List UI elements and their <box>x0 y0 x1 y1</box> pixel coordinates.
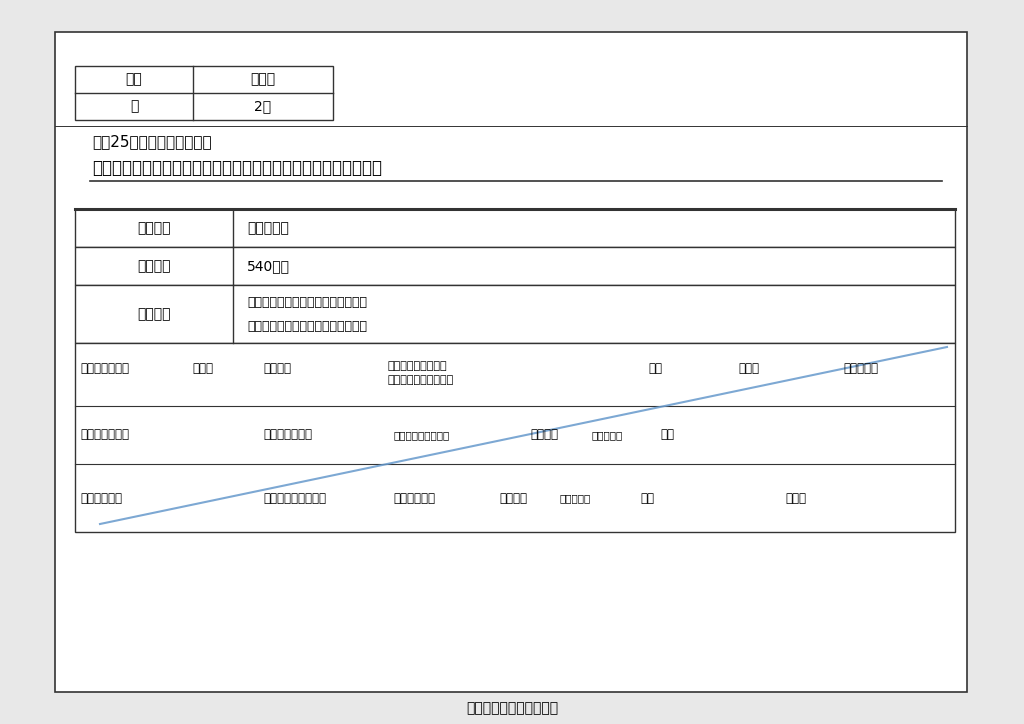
Text: 工事概要: 工事概要 <box>137 307 171 321</box>
Bar <box>75 209 955 247</box>
Text: 消防次長: 消防次長 <box>263 362 291 375</box>
Text: 担当: 担当 <box>660 429 674 442</box>
Text: 有: 有 <box>130 99 138 114</box>
Text: 540日間: 540日間 <box>247 259 290 273</box>
Bar <box>55 32 967 692</box>
Text: 担当副主幹: 担当副主幹 <box>591 430 623 440</box>
Text: 通信指令課決裁: 通信指令課決裁 <box>80 362 129 375</box>
Text: 工　　期: 工 期 <box>137 259 171 273</box>
Text: 担当主幹: 担当主幹 <box>530 429 558 442</box>
Bar <box>75 343 955 532</box>
Bar <box>75 247 955 285</box>
Text: 照査責任者: 照査責任者 <box>843 362 878 375</box>
Bar <box>75 285 955 343</box>
Text: 企画調整担当副参事: 企画調整担当副参事 <box>393 430 450 440</box>
Bar <box>75 66 333 120</box>
Text: 情報管理担当副参事: 情報管理担当副参事 <box>388 361 447 371</box>
Text: 津市消防救急デジタル無線及び高機能消防指令センター整備工事: 津市消防救急デジタル無線及び高機能消防指令センター整備工事 <box>92 159 382 177</box>
Text: 前金: 前金 <box>126 72 142 86</box>
Text: 2回: 2回 <box>254 99 271 114</box>
Text: 参事（冈）課長: 参事（冈）課長 <box>263 429 312 442</box>
Text: 担当: 担当 <box>648 362 662 375</box>
Text: 津市消防本部通信指令課: 津市消防本部通信指令課 <box>466 701 558 715</box>
Text: 消防長: 消防長 <box>193 362 213 375</box>
Text: 津市内一円: 津市内一円 <box>247 221 289 235</box>
Text: 部分払: 部分払 <box>251 72 275 86</box>
Text: 参事（冈）営繌課長: 参事（冈）営繌課長 <box>263 492 326 505</box>
Text: 工事場所: 工事場所 <box>137 221 171 235</box>
Text: 平成25年度消通補継第１号: 平成25年度消通補継第１号 <box>92 135 212 149</box>
Text: 検算者: 検算者 <box>738 362 759 375</box>
Text: 高機能消防指令センター整備　一式: 高機能消防指令センター整備 一式 <box>247 319 367 332</box>
Text: 消防総務課決裁: 消防総務課決裁 <box>80 429 129 442</box>
Text: 消防救急デジタル無線整備　　一式: 消防救急デジタル無線整備 一式 <box>247 295 367 308</box>
Text: 担当副主幹: 担当副主幹 <box>559 493 590 503</box>
Text: 営繌課　合議: 営繌課 合議 <box>80 492 122 505</box>
Text: 担当主幹: 担当主幹 <box>499 492 527 505</box>
Text: 担当: 担当 <box>640 492 654 505</box>
Text: 設計者: 設計者 <box>785 492 806 505</box>
Text: （冈）調整・担当主幹: （冈）調整・担当主幹 <box>388 376 455 385</box>
Text: 設備担当主幹: 設備担当主幹 <box>393 492 435 505</box>
